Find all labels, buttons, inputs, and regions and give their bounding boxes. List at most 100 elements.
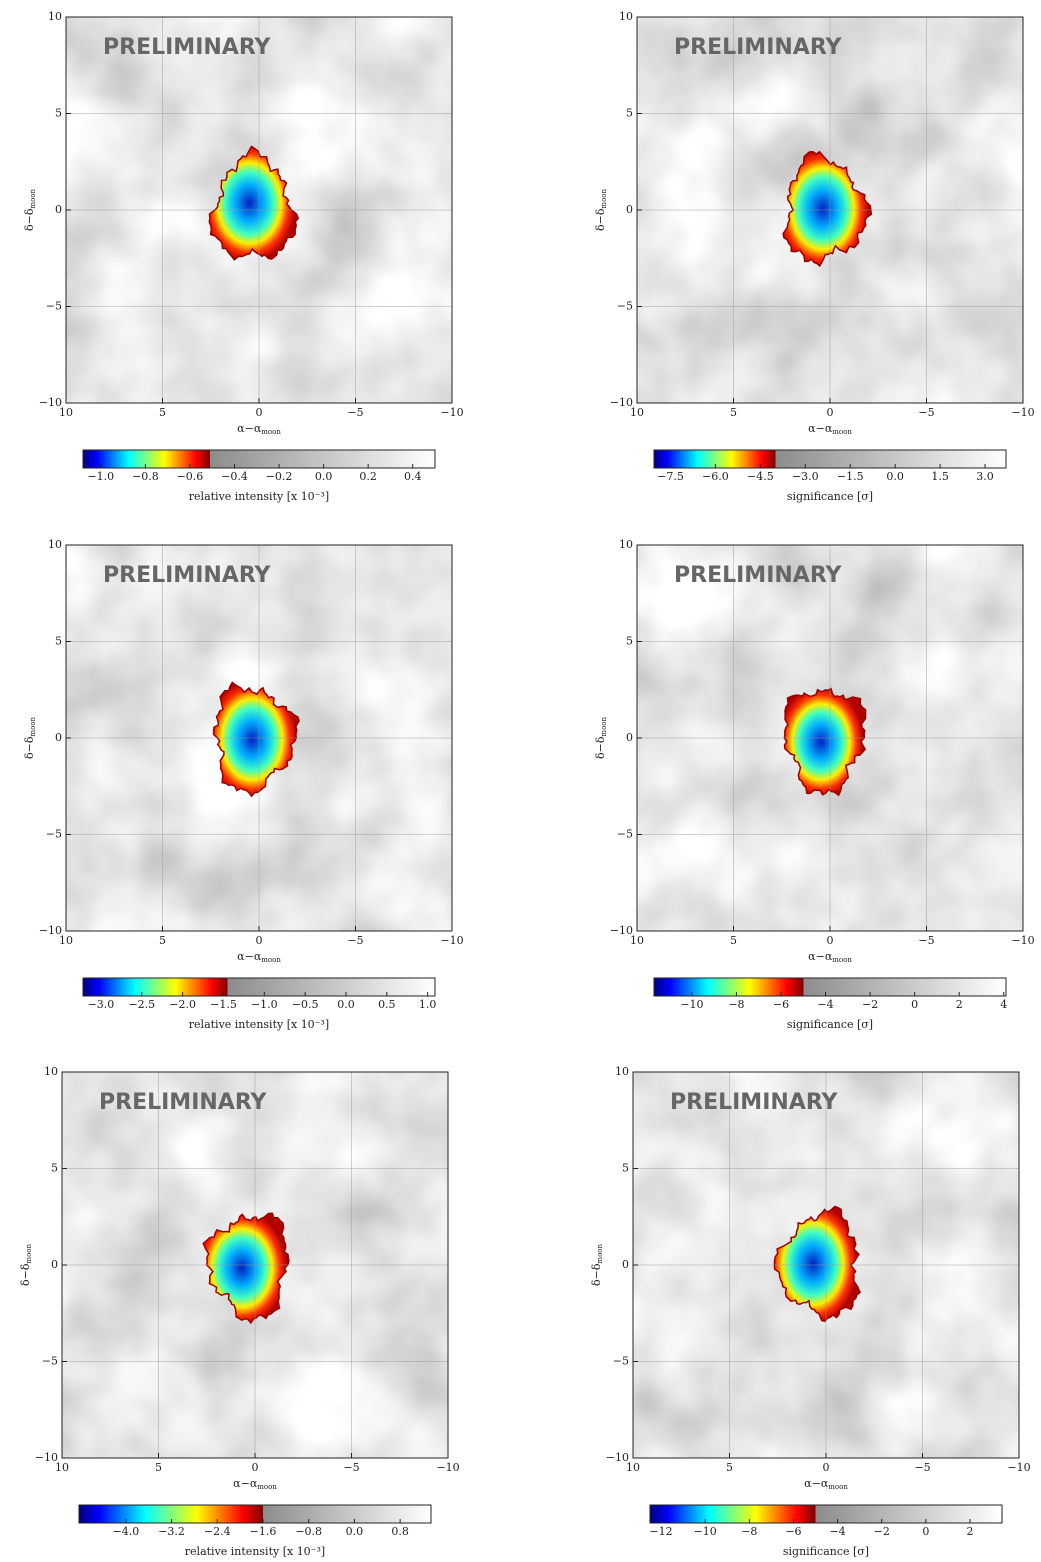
- annotation: PRELIMINARY: [670, 1090, 839, 1115]
- colorbar-tick-label: −8: [741, 1525, 757, 1538]
- y-axis-label-main: δ−δ: [594, 208, 607, 231]
- x-axis-label: α−αmoon: [237, 422, 281, 436]
- x-axis-label-sub: moon: [832, 956, 852, 964]
- x-axis-label-sub: moon: [261, 956, 281, 964]
- colorbar-tick-label: −6.0: [702, 470, 729, 483]
- colorbar-tick-label: 0.0: [315, 470, 333, 483]
- x-tick-label: 5: [159, 406, 166, 419]
- axes-frame: [65, 16, 453, 404]
- y-axis-label: δ−δmoon: [19, 1243, 33, 1286]
- colorbar-tick-label: −12: [649, 1525, 672, 1538]
- colorbar-tick-label: 0.0: [337, 998, 355, 1011]
- y-axis-label-sub: moon: [29, 188, 37, 208]
- x-axis-label-main: α−α: [808, 950, 833, 963]
- x-tick-label: 10: [59, 406, 73, 419]
- y-tick-label: 10: [619, 10, 633, 23]
- x-tick-label: 10: [630, 406, 644, 419]
- x-axis-label: α−αmoon: [237, 950, 281, 964]
- annotation: PRELIMINARY: [103, 35, 272, 60]
- colorbar-tick-label: 1.5: [931, 470, 949, 483]
- colorbar-tick-label: −3.2: [158, 1525, 185, 1538]
- colorbar-tick-label: −8: [728, 998, 744, 1011]
- y-tick-label: 0: [55, 731, 62, 744]
- y-tick-label: −10: [35, 1451, 58, 1464]
- colorbar-label: significance [σ]: [787, 490, 873, 503]
- y-tick-label: −10: [39, 396, 62, 409]
- colorbar: [82, 449, 436, 469]
- y-tick-label: 0: [626, 203, 633, 216]
- y-axis-label-sub: moon: [29, 716, 37, 736]
- colorbar-tick-label: −2.4: [204, 1525, 231, 1538]
- axes-frame: [61, 1071, 449, 1459]
- y-axis-label-main: δ−δ: [23, 208, 36, 231]
- colorbar-tick-label: −1.0: [87, 470, 114, 483]
- y-tick-label: 5: [55, 107, 62, 120]
- y-tick-label: −10: [39, 924, 62, 937]
- colorbar-tick-label: −6: [773, 998, 789, 1011]
- y-axis-label-main: δ−δ: [590, 1263, 603, 1286]
- x-tick-label: 10: [626, 1461, 640, 1474]
- deficit-region: [782, 150, 873, 268]
- y-tick-label: 10: [48, 10, 62, 23]
- colorbar-tick-label: −4: [829, 1525, 845, 1538]
- colorbar: [82, 977, 436, 997]
- y-axis-label: δ−δmoon: [594, 716, 608, 759]
- colorbar-label: significance [σ]: [787, 1018, 873, 1031]
- x-tick-label: 10: [55, 1461, 69, 1474]
- x-axis-label: α−αmoon: [804, 1477, 848, 1491]
- x-tick-label: 0: [256, 406, 263, 419]
- x-tick-label: −5: [347, 934, 363, 947]
- x-tick-label: −5: [914, 1461, 930, 1474]
- colorbar-tick-label: −4: [817, 998, 833, 1011]
- y-tick-label: 10: [615, 1065, 629, 1078]
- x-axis-label-main: α−α: [804, 1477, 829, 1490]
- annotation: PRELIMINARY: [99, 1090, 268, 1115]
- axes-frame: [636, 16, 1024, 404]
- x-tick-label: −10: [1011, 934, 1034, 947]
- x-tick-label: 0: [827, 934, 834, 947]
- x-tick-label: −10: [440, 934, 463, 947]
- x-tick-label: −5: [347, 406, 363, 419]
- annotation: PRELIMINARY: [103, 563, 272, 588]
- colorbar-tick-label: −3.0: [792, 470, 819, 483]
- y-tick-label: 5: [51, 1162, 58, 1175]
- colorbar-tick-label: −0.5: [292, 998, 319, 1011]
- colorbar-tick-label: 1.0: [419, 998, 437, 1011]
- x-tick-label: 0: [827, 406, 834, 419]
- colorbar: [649, 1504, 1003, 1524]
- deficit-region: [202, 1212, 290, 1324]
- y-axis-label: δ−δmoon: [23, 188, 37, 231]
- axes-frame: [632, 1071, 1020, 1459]
- colorbar-tick-label: 0.0: [886, 470, 904, 483]
- y-tick-label: −10: [610, 924, 633, 937]
- colorbar-tick-label: −2: [874, 1525, 890, 1538]
- y-tick-label: −10: [606, 1451, 629, 1464]
- x-axis-label-main: α−α: [237, 422, 262, 435]
- colorbar-tick-label: −10: [694, 1525, 717, 1538]
- x-tick-label: −5: [918, 406, 934, 419]
- deficit-region: [773, 1205, 861, 1323]
- colorbar: [78, 1504, 432, 1524]
- deficit-region: [212, 681, 300, 798]
- colorbar-tick-label: −0.8: [295, 1525, 322, 1538]
- colorbar-tick-label: −6: [785, 1525, 801, 1538]
- colorbar-tick-label: −1.5: [837, 470, 864, 483]
- colorbar-tick-label: −4.5: [747, 470, 774, 483]
- y-tick-label: −10: [610, 396, 633, 409]
- y-tick-label: 10: [44, 1065, 58, 1078]
- x-axis-label-main: α−α: [233, 1477, 258, 1490]
- x-tick-label: 0: [256, 934, 263, 947]
- x-axis-label: α−αmoon: [808, 950, 852, 964]
- colorbar-tick-label: 2: [956, 998, 963, 1011]
- colorbar-tick-label: −1.0: [251, 998, 278, 1011]
- colorbar-tick-label: −2.0: [169, 998, 196, 1011]
- y-tick-label: −5: [613, 1355, 629, 1368]
- y-axis-label-main: δ−δ: [19, 1263, 32, 1286]
- x-tick-label: −10: [1011, 406, 1034, 419]
- y-axis-label: δ−δmoon: [23, 716, 37, 759]
- y-tick-label: 5: [622, 1162, 629, 1175]
- colorbar-tick-label: 0.8: [391, 1525, 409, 1538]
- y-tick-label: −5: [617, 300, 633, 313]
- y-axis-label-sub: moon: [600, 716, 608, 736]
